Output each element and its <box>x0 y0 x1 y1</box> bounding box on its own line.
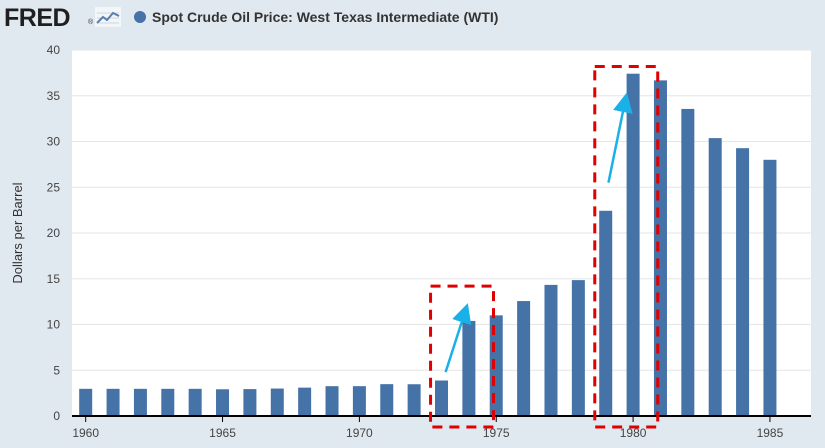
bar[interactable] <box>325 386 339 416</box>
x-tick-label: 1980 <box>620 426 647 440</box>
bar[interactable] <box>352 386 366 416</box>
bar[interactable] <box>489 315 503 416</box>
bar[interactable] <box>763 159 777 417</box>
y-tick-label: 35 <box>47 89 61 103</box>
bar[interactable] <box>681 108 695 417</box>
arrow-annotation <box>607 92 633 183</box>
bar[interactable] <box>79 388 93 416</box>
bar[interactable] <box>133 388 147 416</box>
bar[interactable] <box>462 320 476 416</box>
bar[interactable] <box>571 280 585 416</box>
bar[interactable] <box>544 284 558 416</box>
legend-marker <box>134 11 146 23</box>
y-tick-label: 15 <box>47 272 61 286</box>
chart-header: FRED ® Spot Crude Oil Price: West Texas … <box>0 0 825 36</box>
y-tick-label: 25 <box>47 180 61 194</box>
bar[interactable] <box>736 148 750 416</box>
bar[interactable] <box>106 388 120 416</box>
highlight-box <box>593 64 660 429</box>
bar[interactable] <box>188 388 202 416</box>
bar[interactable] <box>270 388 284 416</box>
y-axis-ticks: 0 5 10 15 20 25 30 35 40 <box>47 43 61 423</box>
x-tick-label: 1975 <box>483 426 510 440</box>
x-tick-label: 1960 <box>72 426 99 440</box>
trend-line-icon <box>95 7 121 27</box>
y-tick-label: 0 <box>53 409 60 423</box>
y-tick-label: 20 <box>47 226 61 240</box>
x-tick-label: 1965 <box>209 426 236 440</box>
bar[interactable] <box>161 388 175 416</box>
bar[interactable] <box>626 73 640 417</box>
bar[interactable] <box>243 389 257 416</box>
bar[interactable] <box>708 138 722 416</box>
bar[interactable] <box>298 387 312 416</box>
bar[interactable] <box>653 80 667 417</box>
bar[interactable] <box>216 389 230 416</box>
y-axis-title: Dollars per Barrel <box>10 182 25 283</box>
fred-logo[interactable]: FRED <box>4 4 71 32</box>
bar[interactable] <box>380 384 394 416</box>
fred-logo-registered-mark: ® <box>88 19 94 26</box>
legend-series-label: Spot Crude Oil Price: West Texas Interme… <box>152 9 499 25</box>
x-tick-label: 1985 <box>757 426 784 440</box>
annotations <box>429 64 660 429</box>
y-tick-label: 30 <box>47 135 61 149</box>
y-tick-label: 5 <box>53 363 60 377</box>
y-tick-label: 40 <box>47 43 61 57</box>
x-tick-label: 1970 <box>346 426 373 440</box>
y-tick-label: 10 <box>47 318 61 332</box>
bar[interactable] <box>435 380 448 416</box>
bar[interactable] <box>517 301 531 416</box>
arrow-annotation <box>444 303 472 373</box>
bar[interactable] <box>407 384 421 416</box>
bars <box>79 73 777 417</box>
bar[interactable] <box>599 210 613 416</box>
x-axis-ticks: 1960 1965 1970 1975 1980 1985 <box>72 416 784 440</box>
